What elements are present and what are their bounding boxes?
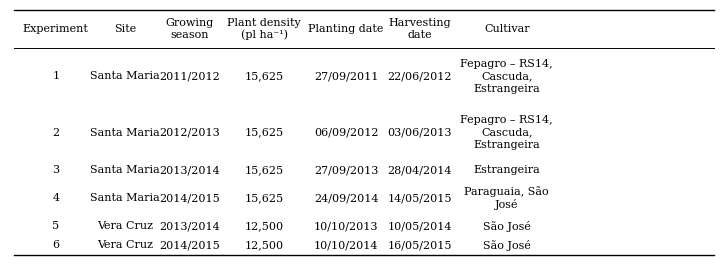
Text: 27/09/2013: 27/09/2013 [314, 165, 379, 175]
Text: 27/09/2011: 27/09/2011 [314, 71, 379, 81]
Text: 3: 3 [52, 165, 60, 175]
Text: Planting date: Planting date [309, 24, 384, 34]
Text: 14/05/2015: 14/05/2015 [387, 193, 452, 203]
Text: Vera Cruz: Vera Cruz [97, 221, 153, 231]
Text: São José: São José [483, 221, 531, 232]
Text: 6: 6 [52, 240, 60, 250]
Text: 24/09/2014: 24/09/2014 [314, 193, 379, 203]
Text: 10/10/2014: 10/10/2014 [314, 240, 379, 250]
Text: Estrangeira: Estrangeira [473, 165, 540, 175]
Text: Santa Maria: Santa Maria [90, 71, 160, 81]
Text: 16/05/2015: 16/05/2015 [387, 240, 452, 250]
Text: Santa Maria: Santa Maria [90, 127, 160, 138]
Text: 1: 1 [52, 71, 60, 81]
Text: Vera Cruz: Vera Cruz [97, 240, 153, 250]
Text: Santa Maria: Santa Maria [90, 193, 160, 203]
Text: Fepagro – RS14,
Cascuda,
Estrangeira: Fepagro – RS14, Cascuda, Estrangeira [460, 115, 553, 150]
Text: 2013/2014: 2013/2014 [159, 221, 220, 231]
Text: Harvesting
date: Harvesting date [388, 19, 451, 40]
Text: Experiment: Experiment [23, 24, 89, 34]
Text: 2012/2013: 2012/2013 [159, 127, 220, 138]
Text: São José: São José [483, 240, 531, 251]
Text: 15,625: 15,625 [245, 193, 284, 203]
Text: 12,500: 12,500 [245, 221, 284, 231]
Text: 06/09/2012: 06/09/2012 [314, 127, 379, 138]
Text: 15,625: 15,625 [245, 127, 284, 138]
Text: 15,625: 15,625 [245, 165, 284, 175]
Text: Growing
season: Growing season [165, 19, 213, 40]
Text: Fepagro – RS14,
Cascuda,
Estrangeira: Fepagro – RS14, Cascuda, Estrangeira [460, 59, 553, 94]
Text: Plant density
(pl ha⁻¹): Plant density (pl ha⁻¹) [227, 18, 301, 40]
Text: 10/10/2013: 10/10/2013 [314, 221, 379, 231]
Text: 28/04/2014: 28/04/2014 [387, 165, 452, 175]
Text: Santa Maria: Santa Maria [90, 165, 160, 175]
Text: 5: 5 [52, 221, 60, 231]
Text: 4: 4 [52, 193, 60, 203]
Text: Site: Site [114, 24, 136, 34]
Text: 10/05/2014: 10/05/2014 [387, 221, 452, 231]
Text: 15,625: 15,625 [245, 71, 284, 81]
Text: Cultivar: Cultivar [484, 24, 529, 34]
Text: 12,500: 12,500 [245, 240, 284, 250]
Text: Paraguaia, São
José: Paraguaia, São José [464, 186, 549, 210]
Text: 2014/2015: 2014/2015 [159, 193, 220, 203]
Text: 22/06/2012: 22/06/2012 [387, 71, 452, 81]
Text: 2: 2 [52, 127, 60, 138]
Text: 2014/2015: 2014/2015 [159, 240, 220, 250]
Text: 2011/2012: 2011/2012 [159, 71, 220, 81]
Text: 2013/2014: 2013/2014 [159, 165, 220, 175]
Text: 03/06/2013: 03/06/2013 [387, 127, 452, 138]
